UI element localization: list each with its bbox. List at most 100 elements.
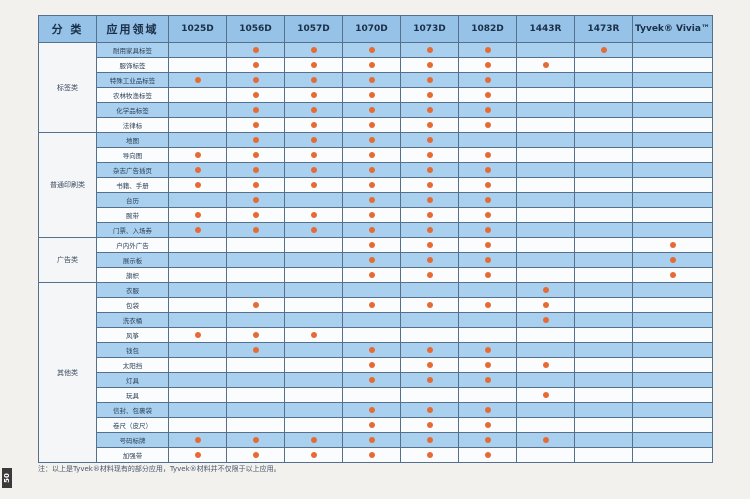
suitable-dot-icon: [310, 227, 317, 233]
mark-cell: [632, 57, 713, 73]
mark-cell: [400, 192, 459, 208]
mark-cell: [632, 87, 713, 103]
table-row: 旗帜: [39, 267, 713, 283]
mark-cell: [516, 357, 575, 373]
mark-cell: [400, 357, 459, 373]
table-row: 书籍、手册: [39, 177, 713, 193]
mark-cell: [574, 312, 633, 328]
mark-cell: [226, 147, 285, 163]
mark-cell: [632, 372, 713, 388]
mark-cell: [632, 72, 713, 88]
application-cell: 旗帜: [96, 267, 169, 283]
mark-cell: [284, 42, 343, 58]
mark-cell: [516, 372, 575, 388]
mark-cell: [342, 192, 401, 208]
header-product-1473r: 1473R: [574, 15, 633, 43]
mark-cell: [400, 72, 459, 88]
application-cell: 杂志广告插页: [96, 162, 169, 178]
suitable-dot-icon: [310, 77, 317, 83]
mark-cell: [400, 282, 459, 298]
suitable-dot-icon: [484, 167, 491, 173]
table-row: 号码标牌: [39, 432, 713, 448]
mark-cell: [516, 192, 575, 208]
suitable-dot-icon: [426, 437, 433, 443]
mark-cell: [284, 417, 343, 433]
footnote: 注：以上是Tyvek®材料现有的部分应用，Tyvek®材料并不仅限于以上应用。: [38, 465, 281, 473]
application-cell: 腕带: [96, 207, 169, 223]
mark-cell: [226, 252, 285, 268]
mark-cell: [516, 342, 575, 358]
mark-cell: [284, 132, 343, 148]
suitable-dot-icon: [368, 122, 375, 128]
application-cell: 衣服: [96, 282, 169, 298]
category-cell: 普通印刷类: [38, 132, 97, 238]
mark-cell: [400, 207, 459, 223]
application-cell: 台历: [96, 192, 169, 208]
mark-cell: [400, 252, 459, 268]
mark-cell: [632, 162, 713, 178]
mark-cell: [342, 282, 401, 298]
mark-cell: [458, 387, 517, 403]
header-product-1073d: 1073D: [400, 15, 459, 43]
mark-cell: [226, 207, 285, 223]
suitable-dot-icon: [252, 152, 259, 158]
mark-cell: [284, 72, 343, 88]
mark-cell: [632, 237, 713, 253]
suitable-dot-icon: [310, 62, 317, 68]
mark-cell: [342, 117, 401, 133]
suitable-dot-icon: [368, 272, 375, 278]
suitable-dot-icon: [368, 182, 375, 188]
mark-cell: [458, 192, 517, 208]
application-cell: 户内外广告: [96, 237, 169, 253]
suitable-dot-icon: [484, 62, 491, 68]
mark-cell: [400, 447, 459, 463]
header-application: 应用领域: [96, 15, 169, 43]
suitable-dot-icon: [310, 182, 317, 188]
application-cell: 信封、包裹袋: [96, 402, 169, 418]
mark-cell: [168, 417, 227, 433]
mark-cell: [168, 132, 227, 148]
suitable-dot-icon: [252, 77, 259, 83]
mark-cell: [342, 222, 401, 238]
table-row: 台历: [39, 192, 713, 208]
application-cell: 太阳挡: [96, 357, 169, 373]
suitable-dot-icon: [542, 392, 549, 398]
mark-cell: [284, 177, 343, 193]
mark-cell: [168, 432, 227, 448]
suitable-dot-icon: [310, 452, 317, 458]
mark-cell: [168, 387, 227, 403]
suitable-dot-icon: [426, 197, 433, 203]
mark-cell: [168, 42, 227, 58]
mark-cell: [342, 207, 401, 223]
application-cell: 书籍、手册: [96, 177, 169, 193]
mark-cell: [400, 42, 459, 58]
application-cell: 导向图: [96, 147, 169, 163]
mark-cell: [400, 312, 459, 328]
application-cell: 加强带: [96, 447, 169, 463]
mark-cell: [574, 282, 633, 298]
mark-cell: [226, 312, 285, 328]
suitable-dot-icon: [252, 197, 259, 203]
mark-cell: [632, 252, 713, 268]
mark-cell: [168, 312, 227, 328]
suitable-dot-icon: [368, 62, 375, 68]
suitable-dot-icon: [484, 47, 491, 53]
page-number: 50: [3, 473, 11, 483]
suitable-dot-icon: [484, 92, 491, 98]
mark-cell: [574, 267, 633, 283]
mark-cell: [574, 372, 633, 388]
mark-cell: [400, 432, 459, 448]
mark-cell: [458, 402, 517, 418]
suitable-dot-icon: [368, 152, 375, 158]
mark-cell: [168, 192, 227, 208]
mark-cell: [226, 342, 285, 358]
suitable-dot-icon: [484, 257, 491, 263]
header-product-1057d: 1057D: [284, 15, 343, 43]
suitable-dot-icon: [426, 77, 433, 83]
mark-cell: [458, 447, 517, 463]
suitable-dot-icon: [426, 362, 433, 368]
mark-cell: [284, 387, 343, 403]
mark-cell: [342, 447, 401, 463]
mark-cell: [458, 87, 517, 103]
mark-cell: [342, 237, 401, 253]
